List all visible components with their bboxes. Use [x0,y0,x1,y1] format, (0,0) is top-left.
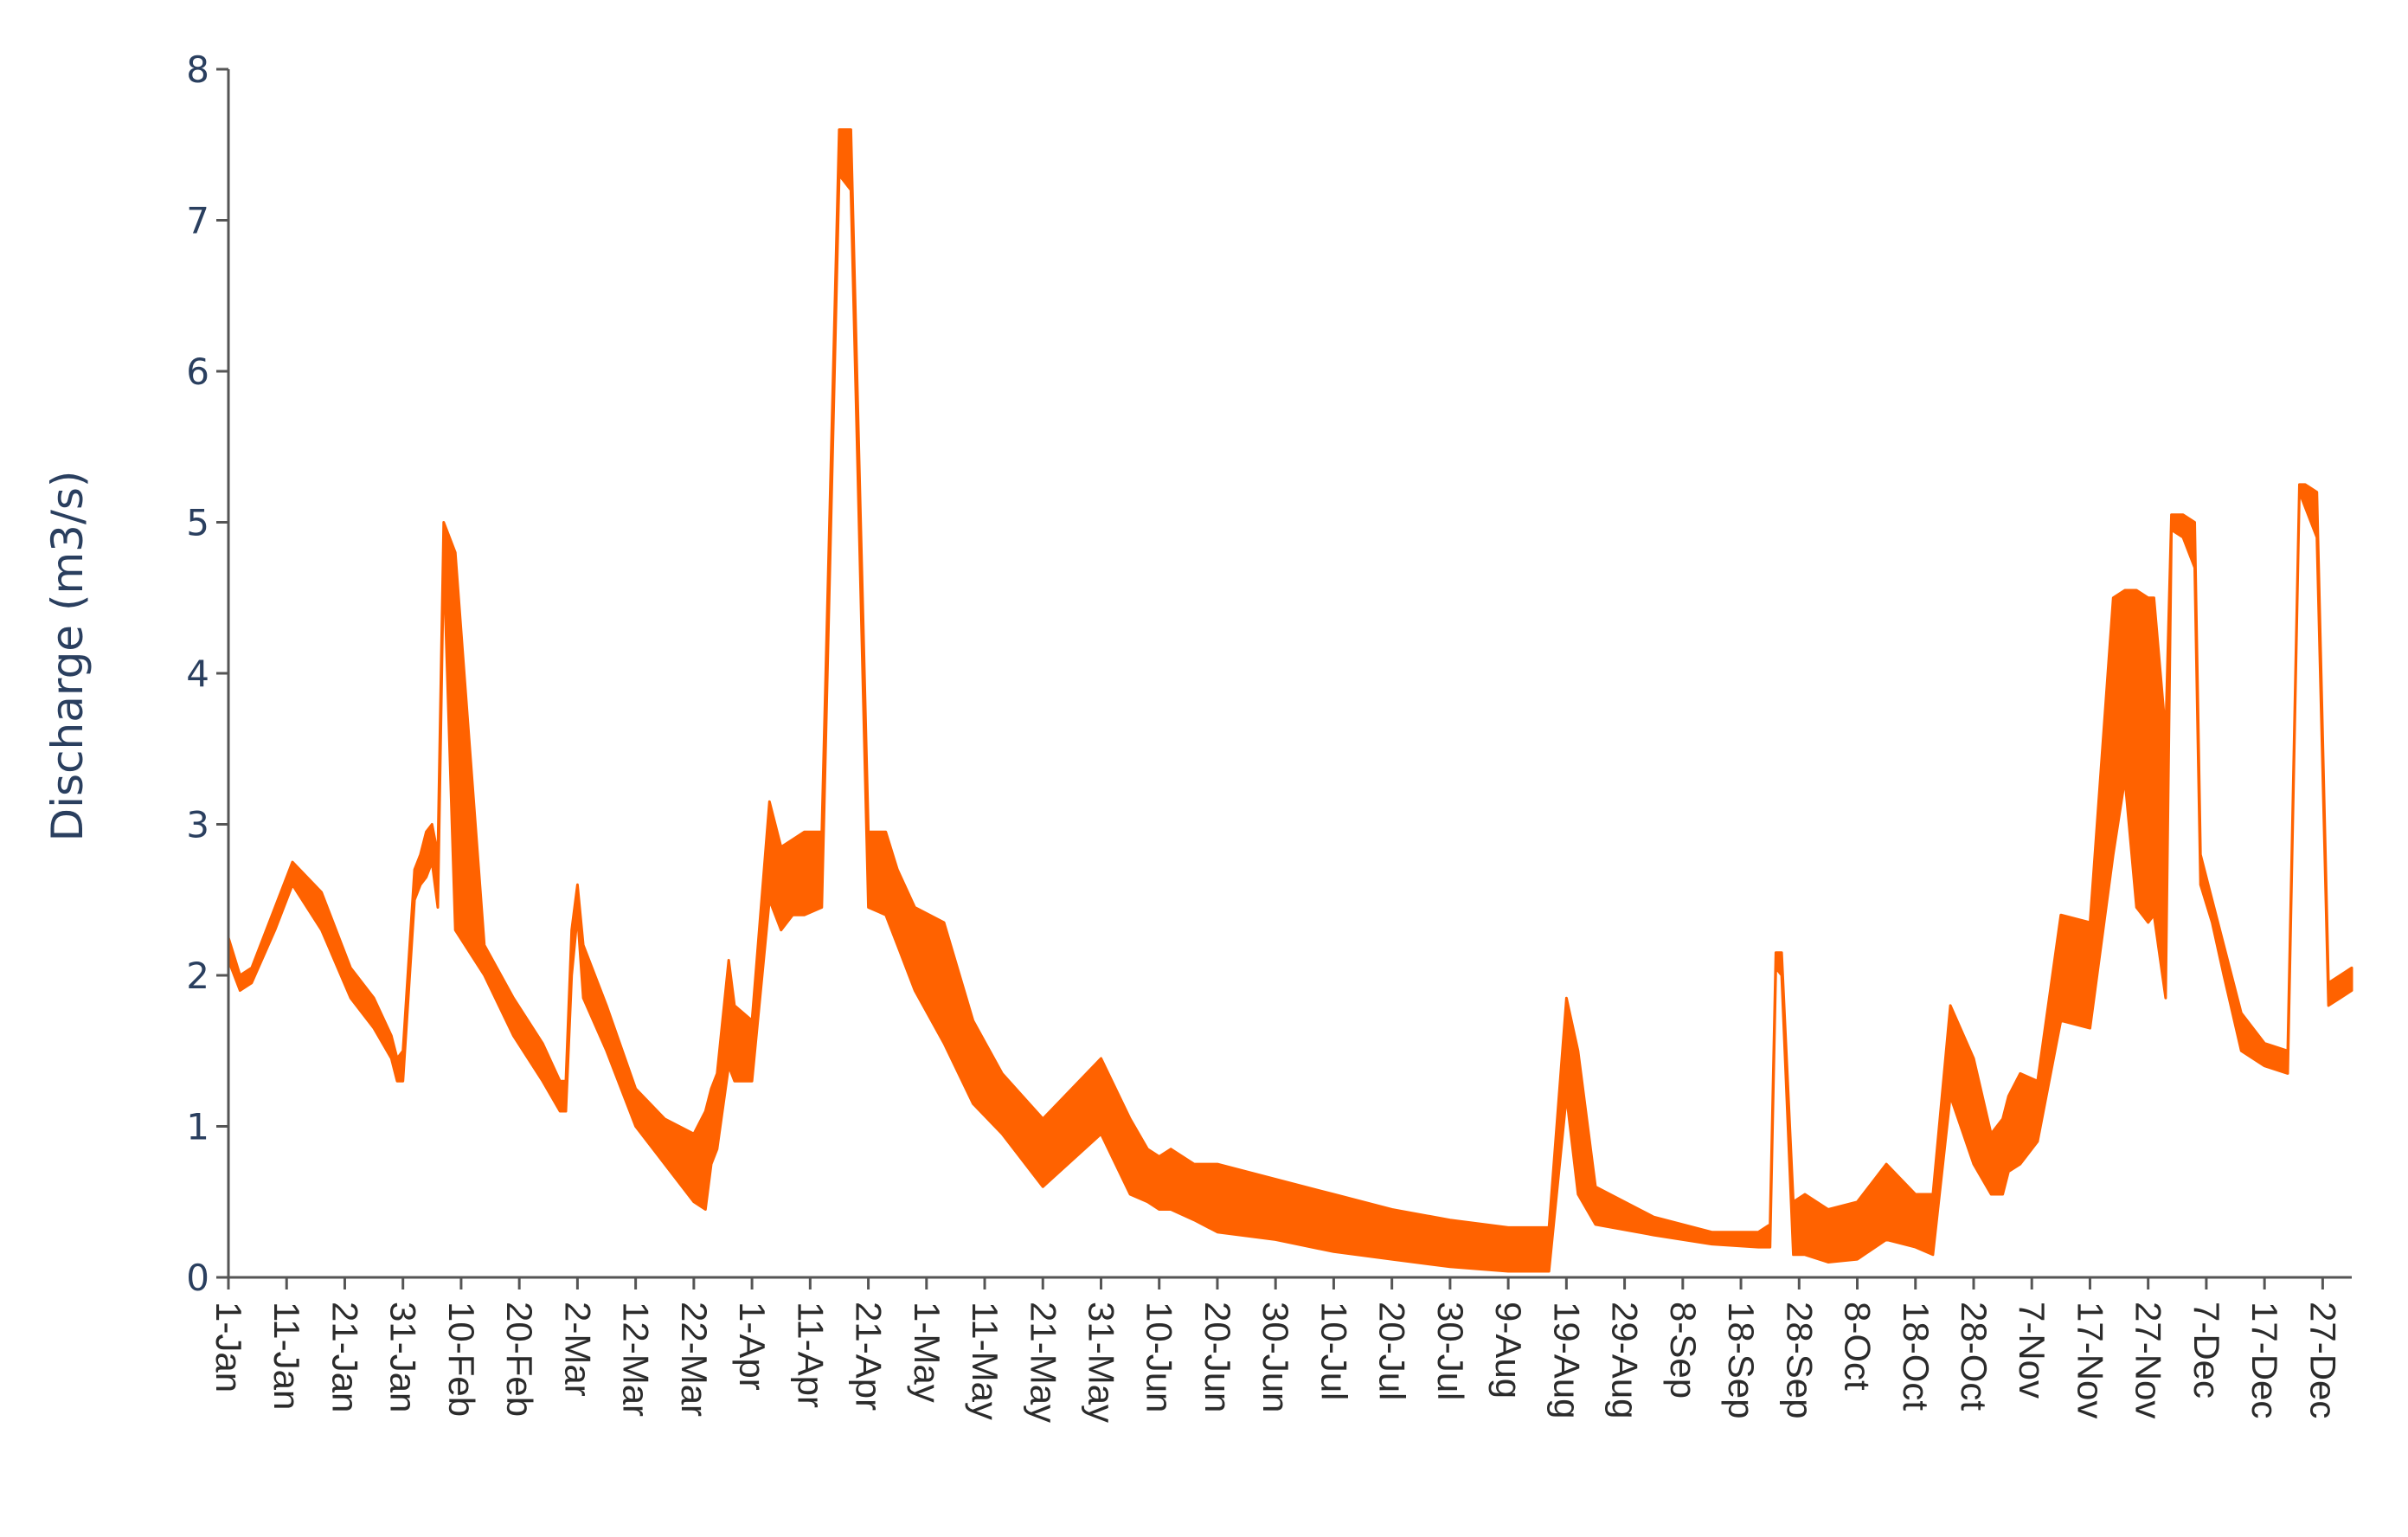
x-tick-label: 27-Nov [2129,1302,2169,1418]
x-tick-label: 17-Dec [2244,1302,2285,1418]
x-tick-label: 1-May [907,1302,947,1403]
x-tick-label: 18-Oct [1896,1302,1936,1411]
x-tick-label: 29-Aug [1605,1302,1646,1418]
x-tick-label: 21-Jan [325,1302,366,1412]
x-tick-label: 30-Jul [1430,1302,1471,1400]
x-tick-label: 30-Jun [1255,1302,1296,1412]
x-tick-label: 27-Dec [2302,1302,2343,1418]
y-tick-label: 3 [186,804,209,846]
x-tick-label: 8-Sep [1663,1302,1704,1399]
x-tick-label: 18-Sep [1721,1302,1762,1418]
x-tick-label: 11-May [965,1302,1005,1420]
x-tick-label: 10-Feb [441,1302,482,1417]
y-tick-label: 4 [186,653,209,695]
y-tick-label: 7 [186,200,209,242]
x-tick-label: 8-Oct [1838,1302,1878,1391]
x-axis: 1-Jan 11-Jan 21-Jan 31-Jan 10-Feb 20-Feb 2-Mar… [209,1276,2352,1423]
x-tick-label: 31-Jan [383,1302,424,1412]
x-tick-label: 11-Jan [266,1302,307,1410]
x-tick-label: 20-Feb [499,1302,540,1417]
x-tick-label: 19-Aug [1546,1302,1587,1418]
y-tick-label: 5 [186,502,209,544]
discharge-band-series-0 [227,128,2353,1273]
x-tick-label: 28-Oct [1954,1302,1994,1411]
x-tick-label: 2-Mar [557,1302,598,1397]
y-tick-label: 8 [186,48,209,91]
x-tick-label: 31-May [1082,1302,1122,1423]
x-tick-label: 22-Mar [674,1302,715,1417]
x-tick-label: 10-Jul [1313,1302,1354,1400]
x-tick-label: 1-Jan [209,1302,249,1392]
x-tick-label: 9-Aug [1488,1302,1529,1399]
plot-area [227,128,2353,1273]
x-tick-label: 21-May [1023,1302,1063,1423]
x-tick-label: 7-Dec [2186,1302,2227,1399]
y-tick-label: 1 [186,1106,209,1148]
y-tick-label: 0 [186,1257,209,1299]
x-tick-label: 1-Apr [732,1302,773,1391]
y-tick-label: 6 [186,350,209,393]
x-tick-label: 10-Jun [1140,1302,1180,1412]
x-tick-label: 20-Jul [1372,1302,1413,1400]
x-tick-label: 20-Jun [1198,1302,1238,1412]
x-tick-label: 11-Apr [790,1302,831,1408]
x-tick-label: 7-Nov [2012,1302,2052,1399]
x-tick-label: 17-Nov [2071,1302,2111,1418]
x-tick-label: 21-Apr [849,1302,889,1411]
x-tick-label: 12-Mar [616,1302,657,1417]
y-tick-label: 2 [186,955,209,997]
x-tick-label: 28-Sep [1779,1302,1820,1418]
y-axis: 0 1 2 3 4 5 6 7 8 [186,48,230,1299]
y-axis-title: Discharge (m3/s) [42,471,93,842]
